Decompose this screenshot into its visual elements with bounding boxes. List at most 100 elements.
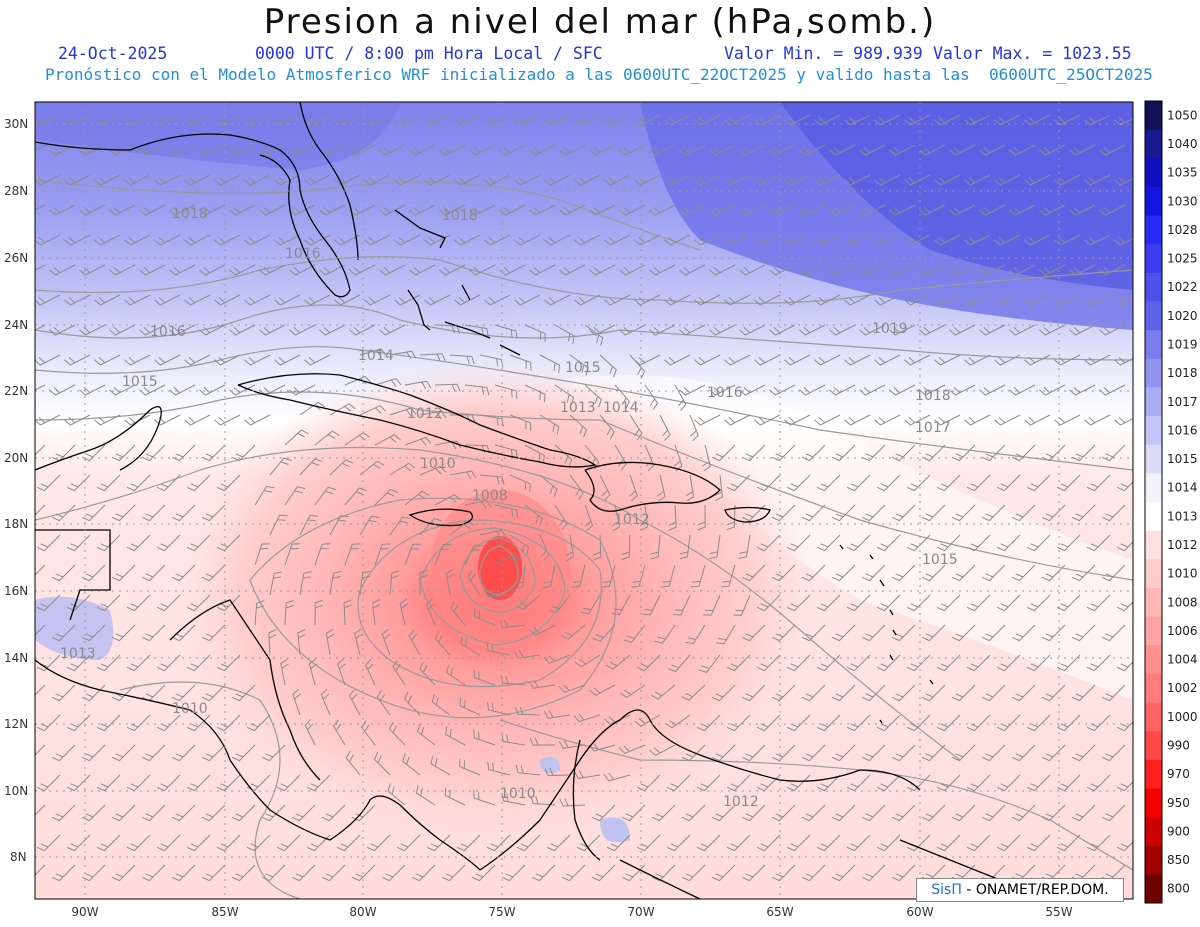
wind-barb	[623, 624, 646, 643]
wind-barb	[599, 354, 617, 378]
wind-barb	[1009, 264, 1036, 276]
lat-label: 28N	[4, 184, 28, 198]
wind-barb	[844, 414, 871, 426]
wind-barb	[636, 834, 661, 852]
wind-barb	[297, 629, 306, 656]
colorbar-swatch	[1145, 416, 1162, 446]
wind-barb	[291, 804, 316, 822]
wind-barb	[889, 324, 916, 336]
wind-barb	[96, 474, 121, 492]
wind-barb	[690, 564, 706, 588]
wind-barb	[124, 354, 151, 366]
wind-barb	[1041, 564, 1066, 582]
wind-barb	[389, 721, 406, 746]
wind-barb	[1054, 234, 1081, 246]
colorbar-label: 1018	[1167, 366, 1198, 380]
wind-barb	[199, 264, 226, 276]
wind-barb	[543, 654, 571, 664]
wind-barb	[51, 804, 76, 822]
wind-barb	[64, 414, 91, 426]
wind-barb	[539, 414, 560, 435]
wind-barb	[111, 444, 136, 462]
wind-barb	[64, 174, 91, 186]
plot-frame	[34, 101, 1134, 900]
wind-barb	[936, 714, 961, 732]
wind-barb	[1009, 324, 1036, 336]
wind-barb	[724, 354, 751, 366]
wind-barb	[1041, 684, 1066, 702]
wind-barb	[169, 204, 196, 216]
wind-barb	[319, 264, 346, 276]
wind-barb	[444, 787, 466, 806]
min-value: Valor Min. = 989.939	[724, 44, 923, 63]
colorbar-label: 1004	[1167, 653, 1198, 667]
wind-barb	[846, 714, 871, 732]
wind-barb	[201, 624, 226, 642]
wind-barb	[484, 114, 511, 126]
wind-barb	[689, 414, 699, 442]
wind-barb	[951, 624, 976, 642]
wind-barb	[618, 744, 646, 754]
wind-barb	[634, 354, 661, 366]
wind-barb	[529, 144, 556, 156]
wind-barb	[861, 504, 886, 522]
wind-barb	[1084, 354, 1111, 366]
wind-barb	[672, 594, 691, 616]
wind-barb	[1086, 534, 1111, 552]
wind-barb	[906, 594, 931, 612]
wind-barb	[486, 834, 511, 852]
wind-barb	[994, 114, 1021, 126]
wind-barb	[424, 174, 451, 186]
wind-barb	[844, 234, 871, 246]
wind-barb	[846, 474, 871, 492]
wind-barb	[404, 380, 432, 390]
wind-barb	[741, 684, 766, 702]
colorbar-label: 1016	[1167, 423, 1198, 437]
wind-barb	[711, 864, 736, 882]
wind-barb	[801, 864, 826, 882]
wind-barb	[666, 774, 691, 792]
wind-barb	[733, 594, 751, 616]
wind-barb	[35, 864, 46, 876]
wind-barb	[1101, 504, 1126, 522]
wind-barb	[246, 774, 271, 792]
contour-label: 1008	[472, 488, 508, 504]
wind-barb	[376, 690, 391, 716]
wind-barb	[724, 174, 751, 186]
wind-barb	[709, 384, 736, 396]
wind-barb	[109, 204, 136, 216]
wind-barb	[876, 714, 901, 732]
wind-barb	[650, 534, 661, 560]
wind-barb	[949, 324, 976, 336]
wind-barb	[1024, 234, 1051, 246]
wind-barb	[891, 564, 916, 582]
wind-barb	[231, 444, 256, 462]
wind-barb	[479, 474, 505, 485]
wind-barb	[964, 114, 991, 126]
wind-barb	[921, 564, 946, 582]
wind-barb	[934, 174, 961, 186]
wind-barb	[996, 834, 1021, 852]
lon-label: 85W	[211, 905, 238, 919]
wind-barb	[36, 474, 61, 492]
wind-barb	[51, 504, 76, 522]
wind-barb	[111, 744, 136, 762]
colorbar-swatch	[1145, 817, 1162, 847]
wind-barb	[784, 294, 811, 306]
wind-barb	[694, 114, 721, 126]
wind-barb	[494, 554, 521, 566]
wind-barb	[269, 571, 283, 596]
wind-barb	[951, 684, 976, 702]
wind-barb	[1101, 744, 1126, 762]
wind-barb	[981, 624, 1006, 642]
wind-barb	[171, 444, 196, 462]
wind-barb	[599, 414, 615, 440]
wind-barb	[139, 204, 166, 216]
wind-barb	[299, 514, 319, 536]
wind-barb	[934, 234, 961, 246]
wind-barb	[665, 714, 691, 729]
wind-barb	[591, 864, 616, 882]
wind-barb	[726, 834, 751, 852]
wind-barb	[741, 744, 766, 762]
